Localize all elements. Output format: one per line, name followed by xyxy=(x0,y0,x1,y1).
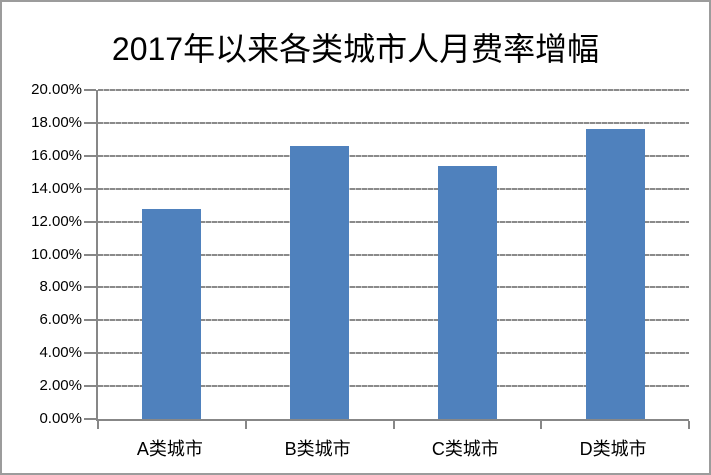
x-tick xyxy=(540,421,543,429)
y-tick xyxy=(84,89,96,91)
plot-area xyxy=(84,89,690,429)
y-tick xyxy=(84,187,96,190)
bar-B类城市 xyxy=(290,145,350,419)
y-tick xyxy=(84,319,96,322)
y-tick-label: 6.00% xyxy=(39,311,82,329)
x-tick xyxy=(97,421,99,429)
y-tick-label: 10.00% xyxy=(31,245,82,263)
x-category-label: A类城市 xyxy=(136,439,203,459)
gridline xyxy=(98,385,689,388)
gridline xyxy=(98,220,689,223)
x-category-label: D类城市 xyxy=(579,439,647,459)
gridline xyxy=(98,352,689,355)
y-tick xyxy=(84,385,96,388)
y-tick xyxy=(84,352,96,355)
x-axis-labels: A类城市 B类城市 C类城市 D类城市 xyxy=(96,419,687,465)
gridline xyxy=(98,89,689,91)
gridline xyxy=(98,286,689,289)
y-tick xyxy=(84,253,96,256)
x-tick xyxy=(244,421,247,429)
x-tick xyxy=(688,421,690,429)
x-category-label: C类城市 xyxy=(431,439,499,459)
gridline xyxy=(98,319,689,322)
x-tick xyxy=(392,421,395,429)
y-tick xyxy=(84,220,96,223)
bar-C类城市 xyxy=(437,165,497,419)
y-axis-labels: 0.00% 2.00% 4.00% 6.00% 8.00% 10.00% 12.00% 14.… xyxy=(2,81,82,427)
gridline xyxy=(98,154,689,157)
y-tick-label: 18.00% xyxy=(31,113,82,131)
y-tick-label: 8.00% xyxy=(39,278,82,296)
y-tick-label: 20.00% xyxy=(31,81,82,98)
gridline xyxy=(98,187,689,190)
y-tick xyxy=(84,154,96,157)
y-tick xyxy=(84,418,96,420)
gridline xyxy=(98,121,689,124)
bar-D类城市 xyxy=(585,129,645,419)
y-tick-label: 2.00% xyxy=(39,377,82,395)
y-tick-label: 14.00% xyxy=(31,179,82,197)
y-tick-label: 12.00% xyxy=(31,212,82,230)
chart-title: 2017年以来各类城市人月费率增幅 xyxy=(111,31,600,67)
bar-A类城市 xyxy=(142,209,202,419)
y-tick xyxy=(84,121,96,124)
y-tick xyxy=(84,286,96,289)
y-tick-label: 4.00% xyxy=(39,344,82,362)
gridline xyxy=(98,253,689,256)
y-tick-label: 0.00% xyxy=(39,410,82,427)
y-tick-label: 16.00% xyxy=(31,146,82,164)
x-category-label: B类城市 xyxy=(284,439,351,459)
